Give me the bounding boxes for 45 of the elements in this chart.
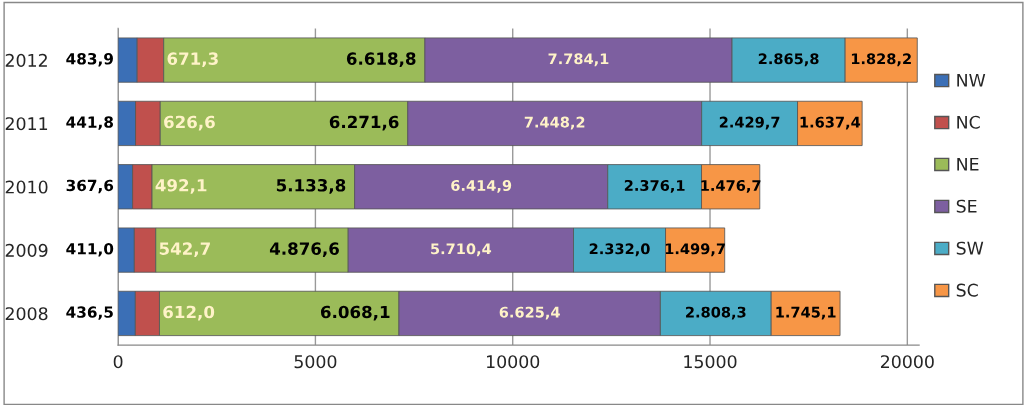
- data-label: 1.637,4: [800, 116, 861, 130]
- data-label: 411,0: [66, 242, 114, 257]
- data-label: 1.745,1: [776, 306, 836, 320]
- data-label: 7.784,1: [548, 53, 609, 67]
- data-label: 1.499,7: [665, 243, 725, 257]
- data-label: 7.448,2: [524, 116, 585, 130]
- data-label: 6.625,4: [499, 306, 560, 320]
- data-label: 5.710,4: [431, 243, 492, 257]
- data-label: 542,7: [159, 242, 210, 258]
- y-tick-label: 2010: [5, 180, 48, 194]
- data-label: 441,8: [66, 116, 113, 130]
- legend-label: SW: [956, 241, 984, 255]
- y-tick-label: 2012: [5, 53, 47, 67]
- x-tick-label: 0: [113, 355, 123, 369]
- data-label: 2.865,8: [758, 53, 819, 67]
- data-label: 5.133,8: [276, 178, 346, 194]
- data-label: 4.876,6: [269, 242, 339, 258]
- data-label: 2.332,0: [589, 243, 650, 257]
- data-label: 612,0: [163, 305, 215, 321]
- data-label: 367,6: [66, 179, 114, 194]
- x-tick-label: 5000: [294, 355, 337, 369]
- y-tick-label: 2008: [5, 307, 48, 321]
- legend-label: NW: [957, 73, 986, 87]
- data-label: 626,6: [164, 115, 215, 131]
- data-label: 1.828,2: [851, 53, 911, 67]
- data-label: 2.429,7: [719, 116, 780, 130]
- data-label: 492,1: [155, 178, 207, 194]
- x-tick-label: 20000: [880, 355, 934, 369]
- data-label: 6.618,8: [346, 52, 416, 68]
- y-tick-label: 2011: [5, 117, 48, 131]
- legend-label: NC: [957, 115, 980, 129]
- data-label: 2.376,1: [624, 179, 685, 193]
- data-label: 2.808,3: [686, 306, 746, 320]
- legend-label: SC: [956, 283, 978, 297]
- x-tick-label: 15000: [684, 355, 737, 369]
- legend-label: NE: [957, 157, 979, 171]
- data-label: 483,9: [66, 52, 113, 67]
- data-label: 6.414,9: [451, 179, 512, 193]
- y-tick-label: 2009: [5, 243, 48, 257]
- data-label: 436,5: [66, 306, 113, 320]
- x-tick-label: 10000: [487, 355, 540, 369]
- data-label: 6.068,1: [320, 305, 390, 321]
- data-label: 6.271,6: [329, 115, 399, 131]
- legend-label: SE: [956, 199, 977, 213]
- data-label: 671,3: [167, 52, 218, 68]
